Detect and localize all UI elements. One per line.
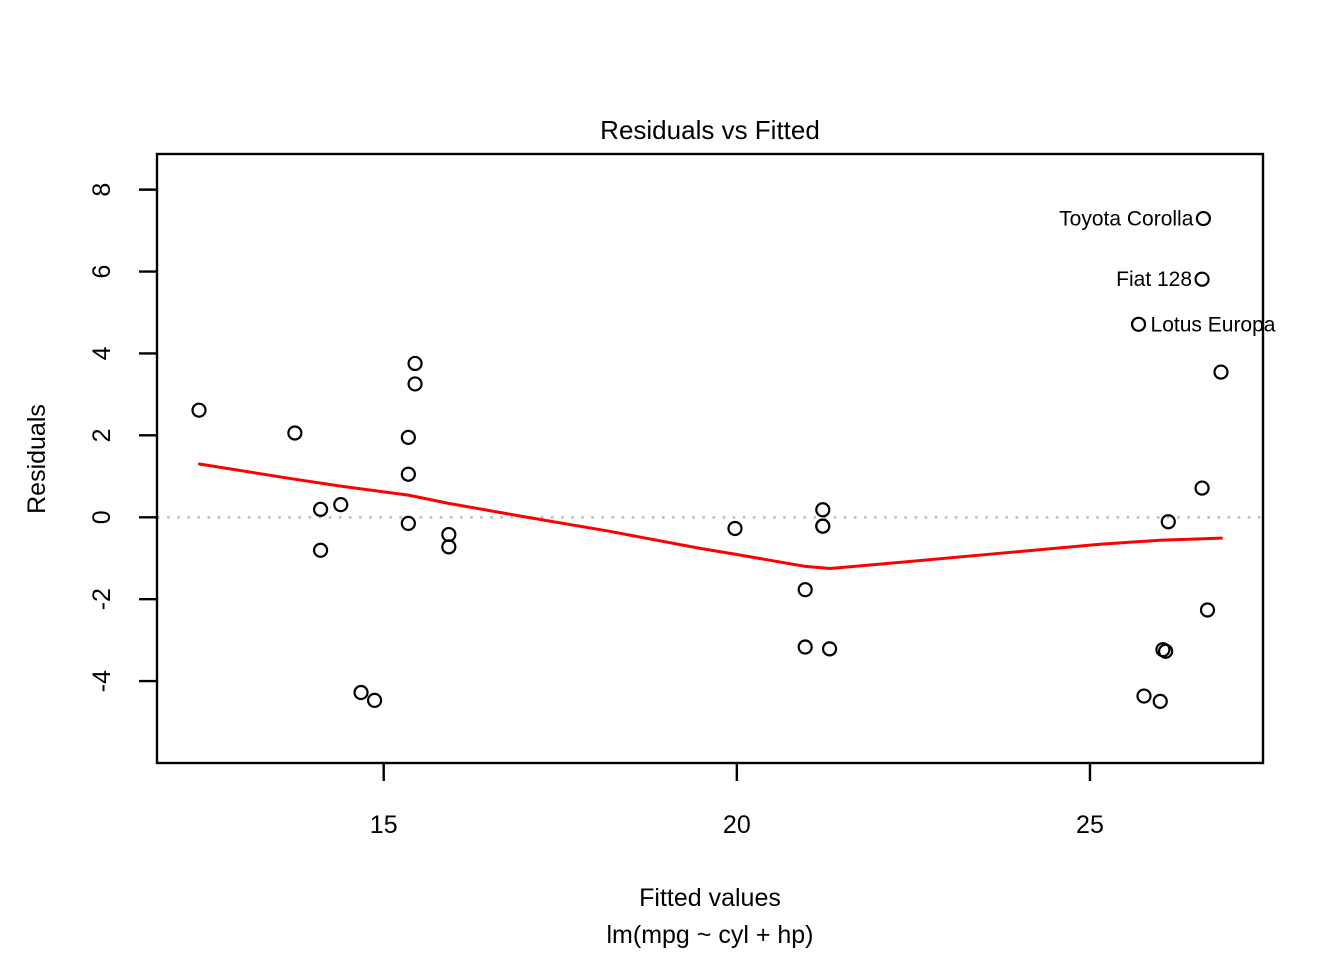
data-point: [1194, 480, 1210, 496]
data-point: [333, 497, 349, 513]
data-point: [191, 402, 207, 418]
data-point: [1152, 693, 1168, 709]
x-tick-label: 25: [1076, 811, 1104, 839]
data-point: [287, 425, 303, 441]
data-point: [727, 520, 743, 537]
data-point: [1213, 364, 1229, 380]
y-tick-label: -2: [88, 588, 116, 610]
data-point: [815, 502, 831, 518]
data-point: [366, 692, 383, 708]
point-label: Fiat 128: [1116, 268, 1192, 291]
y-tick-label: 0: [88, 510, 116, 524]
data-point: [815, 518, 831, 534]
data-point: [407, 376, 423, 392]
data-point: [1130, 316, 1147, 332]
data-point: [400, 515, 416, 531]
plot-border: [155, 152, 1265, 765]
data-point: [441, 526, 457, 543]
data-point: [441, 539, 457, 555]
data-point: [353, 684, 369, 701]
x-tick-label: 15: [370, 811, 398, 839]
data-point: [312, 542, 329, 558]
y-tick-label: -4: [88, 670, 116, 692]
data-point: [407, 355, 423, 372]
x-tick-label: 20: [723, 811, 751, 839]
data-point: [1155, 642, 1171, 658]
y-tick-label: 4: [88, 346, 116, 360]
model-formula-label: lm(mpg ~ cyl + hp): [606, 921, 814, 949]
data-point: [400, 466, 416, 482]
data-point: [1136, 688, 1152, 704]
y-axis-label: Residuals: [23, 404, 51, 514]
data-point: [797, 639, 813, 655]
data-point: [821, 641, 838, 657]
data-point: [1160, 514, 1176, 530]
point-label: Toyota Corolla: [1059, 208, 1194, 231]
data-point: [312, 501, 329, 517]
data-point: [797, 582, 813, 598]
chart-title: Residuals vs Fitted: [600, 115, 820, 145]
data-point: [400, 429, 416, 445]
data-point: [1199, 602, 1216, 618]
data-point: [1195, 210, 1211, 227]
y-tick-label: 6: [88, 265, 116, 279]
lowess-smoother-line: [197, 462, 1223, 570]
y-tick-label: 2: [88, 428, 116, 442]
data-point: [1194, 271, 1210, 287]
point-label: Lotus Europa: [1151, 313, 1276, 336]
x-axis-label: Fitted values: [639, 884, 781, 912]
y-tick-label: 8: [88, 183, 116, 197]
